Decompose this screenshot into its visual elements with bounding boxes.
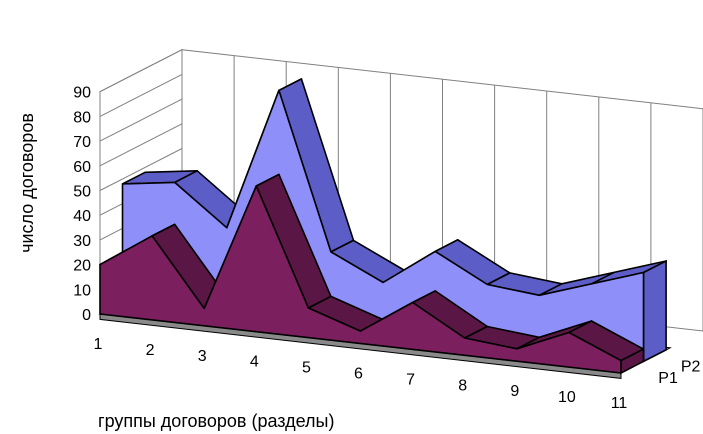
x-tick-label: 3 — [198, 348, 207, 365]
series-p2-end-cap — [642, 259, 667, 363]
y-tick-label: 40 — [73, 208, 91, 225]
y-tick-label: 20 — [73, 258, 91, 275]
gridline-y — [99, 148, 183, 191]
y-tick-label: 10 — [73, 282, 91, 299]
y-axis-ticks: 0 10 20 30 40 50 60 70 80 90 — [73, 85, 91, 324]
gridline-y — [99, 98, 183, 142]
y-tick-label: 50 — [73, 184, 91, 201]
series-label-p1: P1 — [658, 370, 678, 387]
gridline-y — [99, 49, 183, 93]
x-axis-title: группы договоров (разделы) — [98, 411, 334, 431]
x-tick-label: 1 — [94, 336, 103, 353]
x-axis-ticks: 1 2 3 4 5 6 7 8 9 10 11 — [94, 336, 628, 412]
y-tick-label: 60 — [73, 159, 91, 176]
x-tick-label: 10 — [558, 389, 576, 406]
series-label-p2: P2 — [681, 359, 701, 376]
x-tick-label: 9 — [510, 383, 519, 400]
y-tick-label: 80 — [73, 109, 91, 126]
y-tick-label: 70 — [73, 134, 91, 151]
y-axis-title: число договоров — [17, 113, 37, 253]
series-p1-area — [99, 173, 645, 375]
x-tick-label: 5 — [302, 360, 311, 377]
x-tick-label: 8 — [458, 377, 467, 394]
x-tick-label: 2 — [146, 342, 155, 359]
x-tick-label: 11 — [611, 395, 628, 412]
x-tick-label: 7 — [406, 371, 415, 388]
x-tick-label: 6 — [354, 366, 363, 383]
series-p1-front-face — [99, 185, 622, 374]
x-tick-label: 4 — [250, 354, 259, 371]
y-tick-label: 0 — [82, 307, 91, 324]
gridline-y — [99, 73, 183, 117]
gridline-y — [99, 123, 183, 167]
y-tick-label: 90 — [73, 85, 91, 102]
y-tick-label: 30 — [73, 233, 91, 250]
